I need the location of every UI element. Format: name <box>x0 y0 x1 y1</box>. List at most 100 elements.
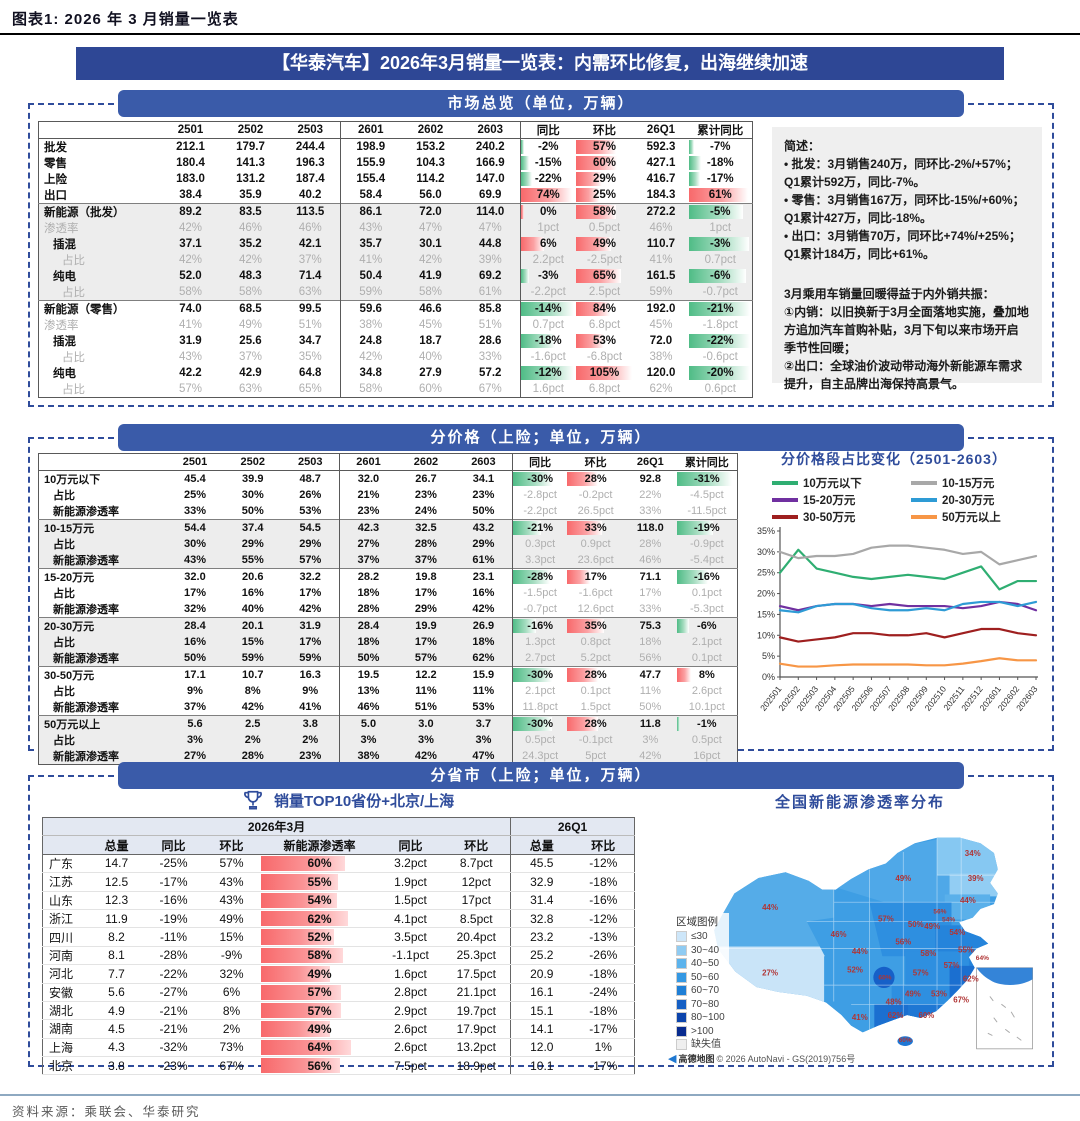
data-cell: 17% <box>397 634 455 650</box>
stat-value: 0.1pct <box>580 685 611 697</box>
data-cell: 55% <box>223 552 282 569</box>
stat-value: 53% <box>592 335 617 347</box>
stat-value: 33% <box>639 505 662 517</box>
table-row: 10万元以下 45.4 39.9 48.7 32.0 26.7 34.1 -30% 28% 92.… <box>39 470 738 487</box>
data-cell: 32% <box>202 964 261 984</box>
summary-line: ②出口：全球油价波动带动海外新能源车需求提升，自主品牌出海保持高景气。 <box>784 359 1023 391</box>
stat-cell: 1.3pct <box>512 634 568 650</box>
map-region-label-湖北: 57% <box>913 968 929 977</box>
row-label: 上险 <box>44 174 67 186</box>
stat-cell: -1.8pct <box>689 317 753 333</box>
data-cell: 28.4 <box>338 617 398 634</box>
stat-value: -19% <box>693 522 720 534</box>
stat-value: -1.8pct <box>702 319 738 331</box>
map-region-label-陕西: 56% <box>895 938 911 947</box>
table-row: 插混 31.9 25.6 34.7 24.8 18.7 28.6 -18% 53% 72.0 -22… <box>39 333 753 349</box>
stat-cell: 46% <box>623 552 677 569</box>
data-cell: 64.8 <box>299 367 322 379</box>
positive-databar <box>575 334 604 348</box>
stat-value: -3% <box>538 270 559 282</box>
data-cell: 43% <box>202 891 261 910</box>
section-by-province: 分省市（上险；单位，万辆） 销量TOP10省份+北京/上海 2026年3月 26Q… <box>28 762 1054 1076</box>
table-row: 占比 25% 30% 26% 21% 23% 23% -2.8pct -0.2pct 22% -4.… <box>39 487 738 503</box>
column-header: 2603 <box>454 453 513 471</box>
negative-databar <box>688 205 744 219</box>
nev-databar <box>260 966 331 982</box>
data-cell: 45% <box>418 319 443 331</box>
data-cell: 187.4 <box>295 173 325 185</box>
data-cell: 17% <box>299 587 322 599</box>
data-cell: -17% <box>572 1056 635 1076</box>
positive-databar <box>575 366 633 380</box>
map-region-label-河北: 49% <box>924 922 940 931</box>
stat-cell: -19% <box>676 519 738 536</box>
data-cell: 8% <box>244 685 261 697</box>
stat-cell: -2.8pct <box>512 487 568 503</box>
data-cell: -22% <box>144 964 203 984</box>
data-cell: 2.9pct <box>378 1001 443 1021</box>
stat-value: 2.6pct <box>691 685 722 697</box>
stat-cell: -1.6pct <box>520 349 576 365</box>
stat-cell: -22% <box>520 171 576 187</box>
data-cell: 1.6pct <box>378 964 443 984</box>
data-cell: 42.2 <box>179 367 202 379</box>
province-row: 四川 8.2 -11% 15% 52% 3.5pct 20.4pct 23.2 -13% <box>42 927 635 947</box>
row-label: 出口 <box>44 190 67 202</box>
data-cell: -17% <box>144 872 203 892</box>
data-cell: -16% <box>144 891 203 910</box>
stat-cell: -15% <box>520 155 576 171</box>
summary-line: • 批发：3月销售240万，同环比-2%/+57%；Q1累计592万，同比-7%… <box>784 157 1018 189</box>
column-header: 2502 <box>220 121 281 139</box>
negative-databar <box>521 140 524 154</box>
stat-cell: 45% <box>634 317 689 333</box>
table-row: 新能源渗透率 37% 42% 41% 46% 51% 53% 11.8pct 1.5pct 50%… <box>39 699 738 716</box>
stat-value: -21% <box>527 522 553 534</box>
summary-line: • 出口：3月销售70万，同环比+74%/+25%；Q1累计184万，同比+61… <box>784 229 1021 261</box>
data-cell: 19.9 <box>397 617 455 634</box>
axis-label: 10% <box>757 630 775 640</box>
figure-title: 图表1: 2026 年 3 月销量一览表 <box>12 11 239 28</box>
data-cell: 38.4 <box>179 189 202 201</box>
map-legend: 区域图例 ≤30 30~40 40~50 50~60 60~70 70~80 80~100 >… <box>672 913 729 1054</box>
data-cell: 183.0 <box>176 173 205 185</box>
province-row: 安徽 5.6 -27% 6% 57% 2.8pct 21.1pct 16.1 -24% <box>42 983 635 1002</box>
chart-legend: 10万元以下 10-15万元 15-20万元 20-30万元 30-50万元 50万元以上 <box>772 475 1044 525</box>
row-label: 零售 <box>44 158 67 170</box>
stat-value: 72.0 <box>649 335 673 347</box>
stat-value: 49% <box>592 238 617 250</box>
data-cell: 34.1 <box>472 473 495 485</box>
stat-cell: 28% <box>567 715 624 732</box>
axis-label: 15% <box>757 609 775 619</box>
column-header: 2602 <box>397 453 455 471</box>
summary-block: 简述： • 批发：3月销售240万，同环比-2%/+57%；Q1累计592万，同比… <box>784 137 1030 263</box>
stat-cell: 24.3pct <box>512 748 568 765</box>
province-row: 山东 12.3 -16% 43% 54% 1.5pct 17pct 31.4 -16% <box>42 891 635 910</box>
stat-cell: -30% <box>512 666 568 683</box>
data-cell: 24% <box>414 505 437 517</box>
stat-cell: 57% <box>575 139 634 156</box>
data-cell: 31.9 <box>281 617 340 634</box>
line-chart: 0%5%10%15%20%25%30%35%202501202502202503… <box>757 526 1040 713</box>
stat-value: 74% <box>536 189 560 201</box>
data-cell: 46.6 <box>400 300 461 317</box>
data-cell: 4.1pct <box>378 909 443 929</box>
data-cell: 42.1 <box>280 236 341 252</box>
stat-cell: -5.3pct <box>677 601 738 618</box>
group-header: 2026年3月 <box>42 817 511 837</box>
chart-series-10万元以下 <box>778 548 1038 591</box>
map-region-label-青海: 46% <box>831 930 847 939</box>
row-label: 占比 <box>62 384 85 396</box>
map-region-label-上海: 64% <box>976 955 989 962</box>
column-header: 2603 <box>460 121 521 139</box>
data-cell: -18% <box>572 1001 635 1021</box>
data-cell: -23% <box>144 1056 203 1076</box>
nev-databar <box>260 874 339 890</box>
data-cell: -11% <box>144 927 203 947</box>
data-cell: 1.9pct <box>378 872 443 892</box>
stat-value: 26.5pct <box>577 505 614 517</box>
stat-cell: 0.7pct <box>688 252 753 268</box>
legend-swatch <box>772 481 798 485</box>
column-header: 环比 <box>575 121 634 139</box>
data-cell: 25.3pct <box>442 946 511 966</box>
data-cell: 2.6pct <box>378 1038 443 1058</box>
